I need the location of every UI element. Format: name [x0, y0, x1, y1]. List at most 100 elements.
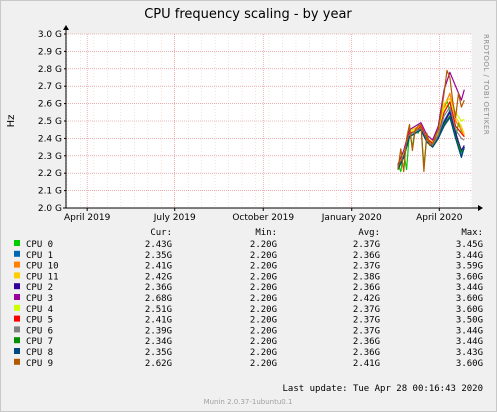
legend-min-value: 2.20G [250, 326, 277, 336]
legend-cur-value: 2.68G [145, 294, 172, 304]
y-tick-label: 2.7 G [38, 82, 62, 92]
legend-max-value: 3.45G [456, 240, 483, 250]
legend-header-min: Min: [255, 228, 277, 238]
legend-swatch [14, 337, 20, 344]
legend-header-avg: Avg: [358, 228, 380, 238]
legend-row-cpu-9: CPU 9 2.62G 2.20G 2.41G 3.60G [14, 358, 483, 369]
legend-row-cpu-3: CPU 3 2.68G 2.20G 2.42G 3.60G [14, 294, 483, 304]
legend-max-value: 3.60G [456, 359, 483, 369]
legend-cur-value: 2.41G [145, 316, 172, 326]
legend-avg-value: 2.37G [353, 316, 380, 326]
legend-min-value: 2.20G [250, 240, 277, 250]
last-update: Last update: Tue Apr 28 00:16:43 2020 [283, 384, 483, 394]
legend-row-cpu-7: CPU 7 2.34G 2.20G 2.36G 3.44G [14, 337, 483, 347]
legend-row-cpu-8: CPU 8 2.35G 2.20G 2.36G 3.43G [14, 348, 483, 358]
legend-name: CPU 3 [26, 294, 53, 304]
legend-avg-value: 2.37G [353, 305, 380, 315]
legend-avg-value: 2.41G [353, 359, 380, 369]
legend-swatch [14, 294, 20, 300]
y-axis-arrow [63, 25, 69, 30]
legend-swatch [14, 304, 20, 311]
legend-name: CPU 7 [26, 337, 53, 347]
legend-row-cpu-0: CPU 0 2.43G 2.20G 2.37G 3.45G [14, 240, 483, 250]
legend-max-value: 3.44G [456, 326, 483, 336]
series-line-cpu-9 [397, 69, 465, 173]
munin-version: Munin 2.0.37-1ubuntu0.1 [204, 398, 293, 406]
x-tick-label: April 2019 [64, 213, 111, 223]
legend-cur-value: 2.41G [145, 262, 172, 272]
y-tick-labels: 3.0 G 2.9 G 2.8 G 2.7 G 2.6 G 2.5 G 2.4 G 2.3 G… [38, 30, 62, 214]
legend-name: CPU 0 [26, 240, 53, 250]
legend-row-cpu-11: CPU 11 2.42G 2.20G 2.38G 3.60G [14, 272, 483, 282]
legend-avg-value: 2.37G [353, 262, 380, 272]
legend-min-value: 2.20G [250, 251, 277, 261]
legend-avg-value: 2.36G [353, 283, 380, 293]
legend-swatch [14, 315, 20, 322]
legend-min-value: 2.20G [250, 305, 277, 315]
legend-min-value: 2.20G [250, 294, 277, 304]
legend-max-value: 3.43G [456, 348, 483, 358]
series-lines [397, 69, 465, 173]
series-line-cpu-6 [397, 106, 465, 169]
legend-cur-value: 2.62G [145, 359, 172, 369]
legend-avg-value: 2.36G [353, 337, 380, 347]
legend-max-value: 3.59G [456, 262, 483, 272]
legend-swatch [14, 272, 20, 279]
x-tick-labels: April 2019 July 2019 October 2019 January 2… [64, 213, 463, 223]
y-axis-label: Hz [6, 115, 17, 128]
y-tick-label: 2.1 G [38, 187, 62, 197]
legend-name: CPU 9 [26, 359, 53, 369]
legend-max-value: 3.44G [456, 283, 483, 293]
legend-min-value: 2.20G [250, 262, 277, 272]
legend-name: CPU 2 [26, 283, 53, 293]
x-axis-arrow [478, 205, 483, 211]
y-tick-label: 2.6 G [38, 100, 62, 110]
legend-swatch [14, 283, 20, 290]
legend-cur-value: 2.43G [145, 240, 172, 250]
legend-name: CPU 11 [26, 272, 59, 282]
legend-cur-value: 2.34G [145, 337, 172, 347]
legend-max-value: 3.60G [456, 294, 483, 304]
legend: CPU 0 2.43G 2.20G 2.37G 3.45G CPU 1 2.35G 2.20G… [14, 240, 483, 369]
chart-title: CPU frequency scaling - by year [144, 7, 352, 22]
legend-row-cpu-10: CPU 10 2.41G 2.20G 2.37G 3.59G [14, 261, 483, 272]
legend-swatch [14, 250, 20, 257]
y-tick-label: 2.2 G [38, 169, 62, 179]
legend-avg-value: 2.36G [353, 251, 380, 261]
legend-avg-value: 2.42G [353, 294, 380, 304]
legend-min-value: 2.20G [250, 272, 277, 282]
x-tick-label: October 2019 [232, 213, 294, 223]
legend-max-value: 3.60G [456, 272, 483, 282]
legend-cur-value: 2.36G [145, 283, 172, 293]
legend-avg-value: 2.37G [353, 240, 380, 250]
legend-name: CPU 1 [26, 251, 53, 261]
y-tick-label: 2.4 G [38, 134, 62, 144]
legend-row-cpu-1: CPU 1 2.35G 2.20G 2.36G 3.44G [14, 251, 483, 261]
legend-name: CPU 5 [26, 316, 53, 326]
legend-cur-value: 2.51G [145, 305, 172, 315]
legend-min-value: 2.20G [250, 348, 277, 358]
y-tick-label: 2.3 G [38, 152, 62, 162]
y-tick-label: 2.5 G [38, 117, 62, 127]
y-tick-label: 2.9 G [38, 47, 62, 57]
legend-cur-value: 2.35G [145, 348, 172, 358]
axes [63, 25, 483, 211]
legend-min-value: 2.20G [250, 316, 277, 326]
legend-avg-value: 2.36G [353, 348, 380, 358]
legend-avg-value: 2.38G [353, 272, 380, 282]
legend-row-cpu-6: CPU 6 2.39G 2.20G 2.37G 3.44G [14, 326, 483, 336]
legend-min-value: 2.20G [250, 359, 277, 369]
x-tick-label: July 2019 [153, 213, 196, 223]
rrdtool-watermark: RRDTOOL / TOBI OETIKER [482, 34, 490, 135]
legend-max-value: 3.44G [456, 251, 483, 261]
x-tick-label: April 2020 [416, 213, 463, 223]
legend-name: CPU 4 [26, 305, 53, 315]
series-line-cpu-8 [397, 116, 465, 170]
y-tick-label: 3.0 G [38, 30, 62, 40]
legend-cur-value: 2.42G [145, 272, 172, 282]
legend-swatch [14, 261, 20, 268]
legend-name: CPU 6 [26, 326, 53, 336]
legend-row-cpu-4: CPU 4 2.51G 2.20G 2.37G 3.60G [14, 304, 483, 315]
legend-row-cpu-5: CPU 5 2.41G 2.20G 2.37G 3.50G [14, 315, 483, 326]
